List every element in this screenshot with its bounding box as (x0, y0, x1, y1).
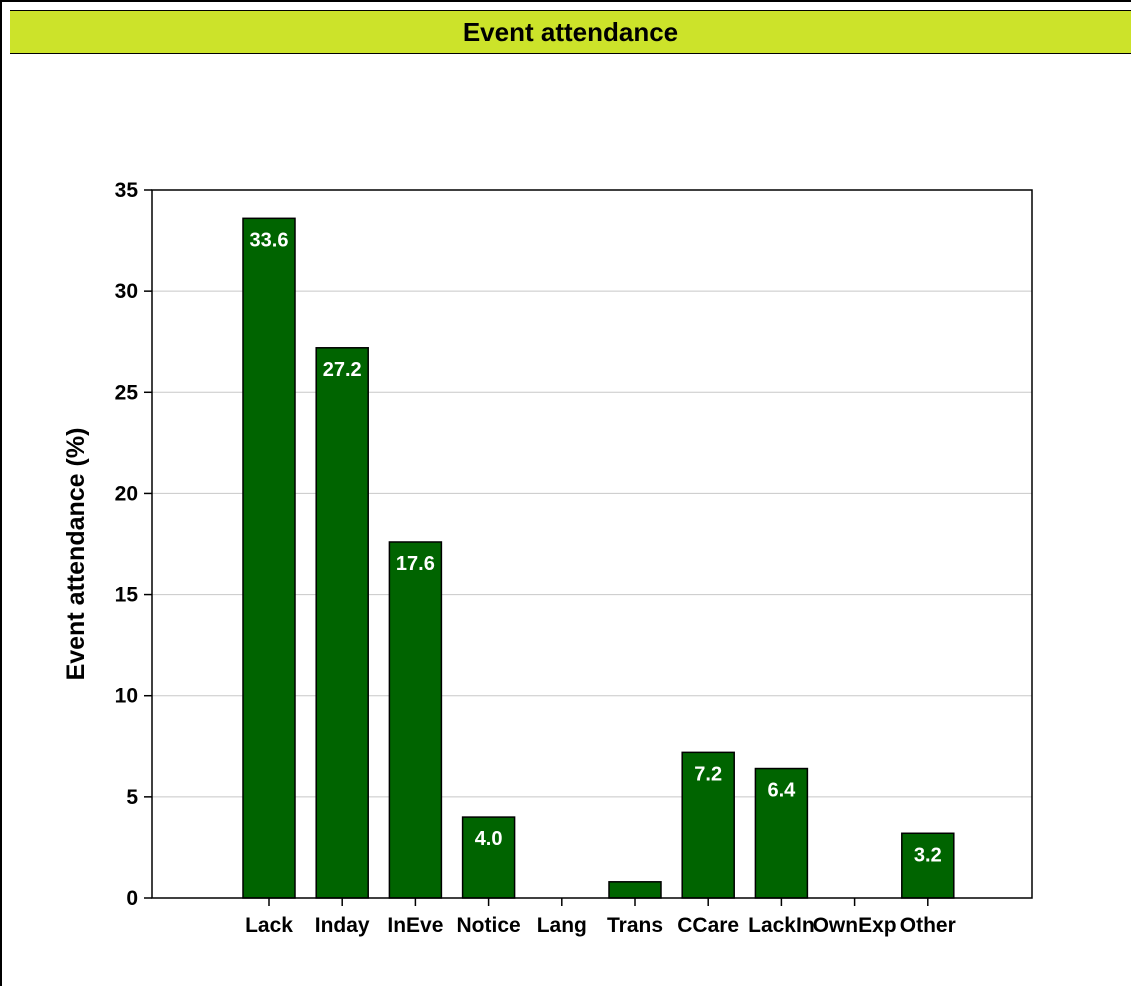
y-axis: 0 5 10 15 20 25 30 35 (115, 179, 152, 910)
data-label-lackin: 6.4 (767, 780, 796, 802)
x-tick-label-ownexp: OwnExp (813, 914, 897, 937)
bar-lack (242, 217, 296, 899)
data-label-ineve: 17.6 (396, 553, 435, 575)
x-tick-label-inday: Inday (315, 914, 370, 937)
plot-area (151, 189, 1033, 899)
data-label-notice: 4.0 (475, 828, 503, 850)
y-tick-label: 5 (126, 786, 138, 809)
y-axis-title: Event attendance (%) (62, 428, 90, 681)
bar-inday (315, 347, 369, 899)
chart-title: Event attendance (462, 16, 679, 47)
x-tick-label-ccare: CCare (677, 914, 739, 937)
chart-title-bar: Event attendance (10, 10, 1131, 54)
data-label-inday: 27.2 (323, 359, 362, 381)
x-tick-label-notice: Notice (457, 914, 521, 937)
y-tick-label: 10 (115, 685, 138, 708)
y-tick-label: 25 (115, 381, 139, 404)
data-labels: 33.6 27.2 17.6 4.0 7.2 6.4 3.2 (250, 229, 942, 866)
y-tick-label: 35 (115, 179, 139, 202)
bars (242, 217, 955, 899)
data-label-lack: 33.6 (250, 229, 289, 251)
x-tick-label-trans: Trans (607, 914, 663, 937)
data-label-other: 3.2 (914, 844, 942, 866)
x-tick-label-lang: Lang (537, 914, 587, 937)
data-label-ccare: 7.2 (694, 763, 722, 785)
bar-ineve (388, 541, 443, 899)
y-tick-label: 30 (115, 280, 138, 303)
y-tick-label: 0 (126, 887, 138, 910)
x-axis: Lack Inday InEve Notice Lang Trans CCare LackIn… (245, 898, 956, 937)
y-tick-label: 20 (115, 482, 138, 505)
x-tick-label-ineve: InEve (387, 914, 443, 937)
x-tick-label-other: Other (900, 914, 956, 937)
x-tick-label-lack: Lack (245, 914, 293, 937)
x-tick-label-lackin: LackIn (748, 914, 815, 937)
gridlines (152, 290, 1032, 798)
y-tick-label: 15 (115, 584, 139, 607)
bar-trans (608, 881, 662, 899)
